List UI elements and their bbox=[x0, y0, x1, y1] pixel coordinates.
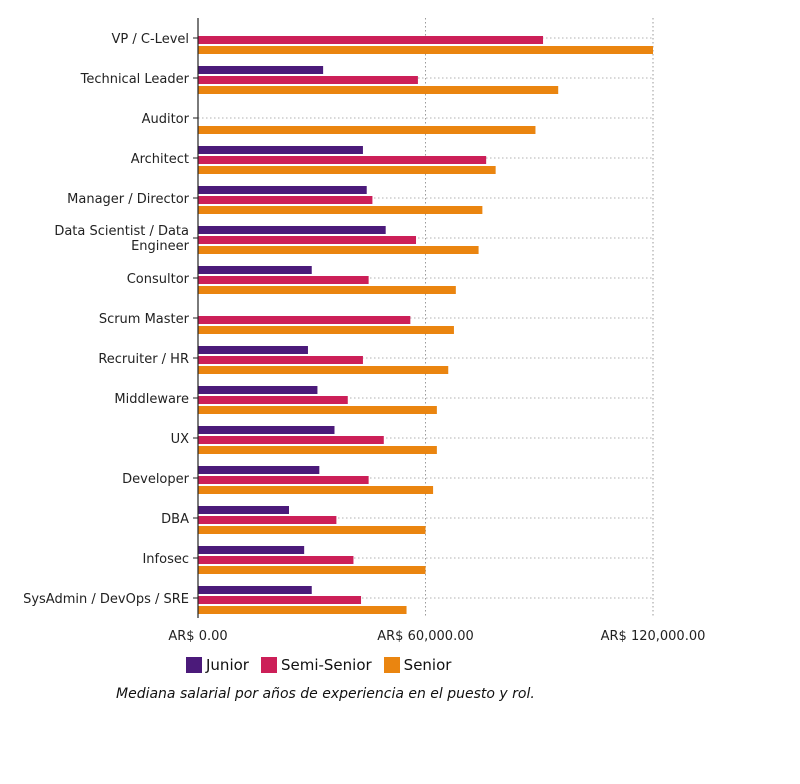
category-label-data-scientist-data-engineer: Data Scientist / Data bbox=[54, 224, 189, 239]
category-label-developer: Developer bbox=[122, 472, 190, 487]
bar-senior-infosec bbox=[198, 566, 426, 574]
bar-junior-data-scientist-data-engineer bbox=[198, 226, 386, 234]
bar-senior-manager-director bbox=[198, 206, 483, 214]
bar-senior-vp-c-level bbox=[198, 46, 653, 54]
legend-item-senior: Senior bbox=[383, 656, 452, 674]
legend-item-semi-senior: Semi-Senior bbox=[260, 656, 372, 674]
bar-semi-senior-dba bbox=[198, 516, 337, 524]
category-label-sysadmin-devops-sre: SysAdmin / DevOps / SRE bbox=[23, 592, 189, 607]
bar-semi-senior-architect bbox=[198, 156, 487, 164]
category-label-technical-leader: Technical Leader bbox=[80, 72, 190, 87]
category-label-manager-director: Manager / Director bbox=[67, 192, 190, 207]
category-label-infosec: Infosec bbox=[142, 552, 189, 567]
bar-junior-ux bbox=[198, 426, 335, 434]
bar-junior-technical-leader bbox=[198, 66, 324, 74]
x-tick-label: AR$ 120,000.00 bbox=[601, 629, 706, 644]
grid-layer bbox=[198, 18, 654, 618]
category-label-data-scientist-data-engineer: Engineer bbox=[131, 239, 190, 254]
bar-senior-dba bbox=[198, 526, 426, 534]
bar-senior-developer bbox=[198, 486, 434, 494]
bar-junior-manager-director bbox=[198, 186, 367, 194]
bar-junior-developer bbox=[198, 466, 320, 474]
bar-semi-senior-data-scientist-data-engineer bbox=[198, 236, 417, 244]
bar-senior-data-scientist-data-engineer bbox=[198, 246, 479, 254]
bar-senior-consultor bbox=[198, 286, 456, 294]
category-label-vp-c-level: VP / C-Level bbox=[112, 32, 189, 47]
bar-senior-scrum-master bbox=[198, 326, 454, 334]
bar-junior-recruiter-hr bbox=[198, 346, 308, 354]
bar-senior-sysadmin-devops-sre bbox=[198, 606, 407, 614]
category-label-architect: Architect bbox=[131, 152, 189, 167]
category-label-ux: UX bbox=[171, 432, 190, 447]
legend-label-senior: Senior bbox=[403, 656, 452, 674]
bar-semi-senior-manager-director bbox=[198, 196, 373, 204]
x-tick-label: AR$ 60,000.00 bbox=[377, 629, 474, 644]
bar-junior-sysadmin-devops-sre bbox=[198, 586, 312, 594]
legend-swatch-junior bbox=[186, 657, 202, 673]
bar-semi-senior-sysadmin-devops-sre bbox=[198, 596, 362, 604]
bar-junior-dba bbox=[198, 506, 289, 514]
bar-junior-infosec bbox=[198, 546, 305, 554]
category-label-dba: DBA bbox=[161, 512, 189, 527]
bar-semi-senior-consultor bbox=[198, 276, 369, 284]
category-labels: VP / C-Level Technical Leader Auditor Archi… bbox=[23, 32, 198, 607]
category-label-middleware: Middleware bbox=[114, 392, 189, 407]
bars-layer bbox=[198, 36, 653, 614]
bar-senior-architect bbox=[198, 166, 496, 174]
bar-semi-senior-vp-c-level bbox=[198, 36, 544, 44]
bar-semi-senior-recruiter-hr bbox=[198, 356, 363, 364]
category-label-scrum-master: Scrum Master bbox=[99, 312, 190, 327]
legend-item-junior: Junior bbox=[186, 656, 249, 674]
bar-senior-technical-leader bbox=[198, 86, 559, 94]
bar-semi-senior-middleware bbox=[198, 396, 348, 404]
bar-senior-ux bbox=[198, 446, 437, 454]
bar-senior-recruiter-hr bbox=[198, 366, 449, 374]
bar-semi-senior-scrum-master bbox=[198, 316, 411, 324]
legend-label-junior: Junior bbox=[206, 656, 249, 674]
bar-semi-senior-ux bbox=[198, 436, 384, 444]
legend-label-semi-senior: Semi-Senior bbox=[280, 656, 372, 674]
bar-senior-auditor bbox=[198, 126, 536, 134]
legend: Junior Semi-Senior Senior bbox=[186, 656, 463, 674]
bar-semi-senior-infosec bbox=[198, 556, 354, 564]
category-label-consultor: Consultor bbox=[127, 272, 190, 287]
chart-caption: Mediana salarial por años de experiencia… bbox=[116, 686, 535, 702]
x-tick-labels: AR$ 0.00 AR$ 60,000.00 AR$ 120,000.00 bbox=[168, 629, 705, 644]
bar-semi-senior-technical-leader bbox=[198, 76, 418, 84]
legend-swatch-senior bbox=[383, 657, 400, 673]
category-label-auditor: Auditor bbox=[142, 112, 190, 127]
legend-swatch-semi-senior bbox=[260, 657, 277, 673]
bar-junior-architect bbox=[198, 146, 363, 154]
category-label-recruiter-hr: Recruiter / HR bbox=[98, 352, 189, 367]
bar-senior-middleware bbox=[198, 406, 437, 414]
bar-junior-consultor bbox=[198, 266, 312, 274]
bar-junior-middleware bbox=[198, 386, 318, 394]
bar-semi-senior-developer bbox=[198, 476, 369, 484]
x-tick-label: AR$ 0.00 bbox=[168, 629, 227, 644]
bar-chart: VP / C-Level Technical Leader Auditor Archi… bbox=[23, 18, 705, 644]
